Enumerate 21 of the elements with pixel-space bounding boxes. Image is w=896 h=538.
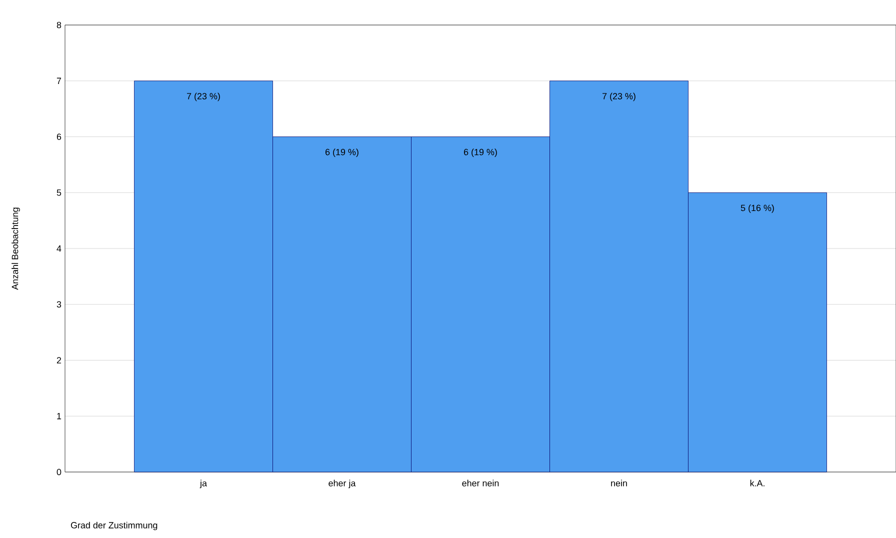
y-tick-label: 2 <box>56 357 62 364</box>
data-label: 7 (23 %) <box>602 92 636 102</box>
y-tick-label: 8 <box>56 22 62 28</box>
x-tick-label: ja <box>200 480 207 488</box>
y-tick-label: 3 <box>56 301 62 308</box>
data-label: 5 (16 %) <box>740 204 774 213</box>
y-tick-label: 7 <box>56 78 62 84</box>
data-label: 6 (19 %) <box>464 148 497 158</box>
y-axis-title: Anzahl Beobachtung <box>12 208 20 290</box>
y-tick-label: 1 <box>57 413 62 420</box>
data-label: 6 (19 %) <box>326 148 358 158</box>
y-tick-label: 6 <box>56 134 62 140</box>
y-tick-label: 4 <box>56 245 62 252</box>
x-axis-title: Grad der Zustimmung <box>70 522 158 530</box>
x-tick-label: k.A. <box>750 480 764 486</box>
x-tick-label: nein <box>611 480 627 486</box>
x-tick-label: eher ja <box>328 480 356 488</box>
y-tick-label: 5 <box>56 189 62 196</box>
x-tick-label: eher nein <box>462 480 499 486</box>
data-label: 7 (23 %) <box>187 92 220 102</box>
y-tick-label: 0 <box>56 468 62 476</box>
